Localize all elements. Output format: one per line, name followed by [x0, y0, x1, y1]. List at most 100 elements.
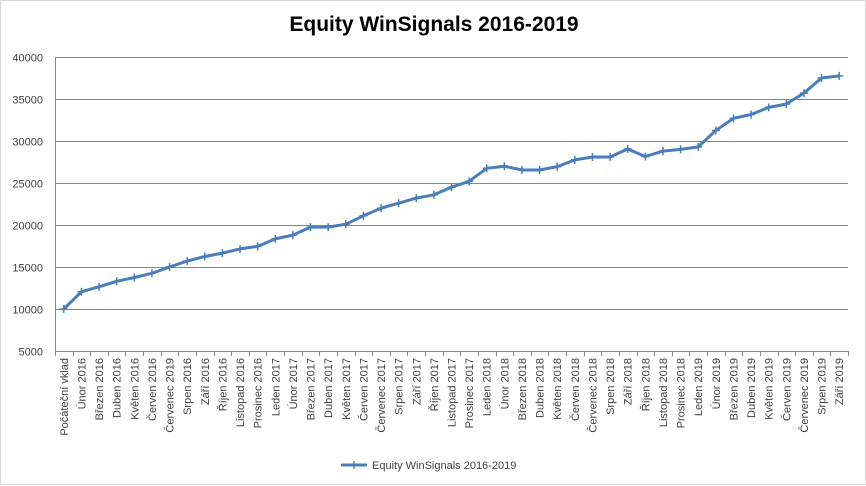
x-tick-label: Červen 2017	[357, 358, 370, 421]
y-tick-label: 5000	[19, 347, 43, 359]
data-point-marker	[200, 252, 209, 261]
data-point-marker	[500, 162, 509, 171]
data-point-marker	[236, 244, 245, 253]
data-point-marker	[95, 282, 104, 291]
x-tick-label: Červen 2018	[569, 358, 582, 421]
x-tick-label: Listopad 2016	[235, 358, 247, 427]
x-tick-label: Červenec 2018	[586, 358, 599, 433]
series-line	[62, 74, 840, 311]
data-point-marker	[694, 142, 703, 151]
x-tick-label: Srpen 2017	[394, 358, 406, 415]
data-point-marker	[623, 144, 632, 153]
x-tick-label: Květen 2017	[341, 358, 353, 420]
data-point-marker	[429, 190, 438, 199]
x-tick-label: Duben 2018	[535, 358, 547, 418]
x-tick-label: Září 2016	[200, 358, 212, 405]
data-point-marker	[412, 194, 421, 203]
data-point-marker	[817, 74, 826, 82]
x-tick-label: Září 2017	[411, 358, 423, 405]
data-point-marker	[782, 100, 791, 109]
data-point-marker	[77, 287, 86, 296]
x-tick-label: Červenec 2019	[164, 358, 177, 433]
x-tick-label: Prosinec 2018	[676, 358, 688, 428]
chart-title: Equity WinSignals 2016-2019	[289, 13, 579, 36]
x-tick-label: Prosinec 2017	[464, 358, 476, 428]
y-tick-label: 30000	[12, 137, 43, 149]
x-tick-label: Květen 2018	[552, 358, 564, 420]
x-tick-label: Říjen 2016	[216, 358, 229, 411]
x-tick-label: Únor 2019	[710, 358, 723, 409]
data-point-marker	[641, 152, 650, 161]
y-tick-label: 25000	[12, 179, 43, 191]
legend-marker	[350, 461, 358, 469]
data-point-marker	[394, 199, 403, 208]
data-point-marker	[288, 231, 297, 240]
x-tick-label: Únor 2017	[287, 358, 300, 409]
data-point-marker	[676, 145, 685, 154]
data-point-marker	[729, 114, 738, 123]
x-tick-label: Listopad 2018	[658, 358, 670, 427]
x-tick-label: Únor 2016	[75, 358, 88, 409]
legend-label: Equity WinSignals 2016-2019	[372, 460, 516, 472]
data-point-marker	[147, 269, 156, 278]
y-tick-label: 20000	[12, 221, 43, 233]
data-point-marker	[482, 164, 491, 173]
x-tick-label: Srpen 2018	[605, 358, 617, 415]
x-tick-label: Počáteční vklad	[59, 358, 71, 436]
data-point-marker	[711, 126, 720, 135]
x-tick-label: Srpen 2019	[817, 358, 829, 415]
x-tick-label: Červenec 2019	[798, 358, 811, 433]
x-tick-label: Březen 2017	[306, 358, 318, 420]
x-tick-label: Leden 2018	[482, 358, 494, 416]
data-point-marker	[606, 152, 615, 161]
data-point-marker	[658, 147, 667, 156]
data-point-marker	[799, 89, 808, 98]
data-point-marker	[447, 183, 456, 192]
x-tick-label: Březen 2019	[728, 358, 740, 420]
x-tick-label: Říjen 2018	[639, 358, 652, 411]
x-tick-label: Duben 2017	[323, 358, 335, 418]
y-tick-label: 35000	[12, 95, 43, 107]
data-point-marker	[553, 162, 562, 171]
data-point-marker	[112, 277, 121, 286]
x-tick-label: Březen 2016	[94, 358, 106, 420]
data-point-marker	[324, 223, 333, 232]
y-tick-label: 40000	[12, 53, 43, 65]
data-point-marker	[465, 177, 474, 186]
data-point-marker	[59, 305, 68, 313]
x-tick-label: Září 2019	[834, 358, 846, 405]
data-point-marker	[517, 165, 526, 174]
y-tick-label: 15000	[12, 263, 43, 275]
data-point-marker	[747, 110, 756, 119]
y-tick-label: 10000	[12, 305, 43, 317]
x-tick-label: Duben 2019	[746, 358, 758, 418]
data-point-marker	[377, 204, 386, 213]
data-point-marker	[588, 152, 597, 161]
x-tick-label: Červen 2019	[780, 358, 793, 421]
x-tick-label: Červen 2016	[146, 358, 159, 421]
data-point-marker	[130, 273, 139, 282]
x-tick-label: Prosinec 2016	[253, 358, 265, 428]
data-point-marker	[341, 220, 350, 229]
data-point-marker	[835, 71, 844, 80]
x-tick-label: Leden 2017	[270, 358, 282, 416]
x-tick-label: Červenec 2017	[375, 358, 388, 433]
data-point-marker	[570, 155, 579, 164]
x-tick-label: Únor 2018	[498, 358, 511, 409]
x-tick-label: Květen 2019	[764, 358, 776, 420]
x-tick-label: Září 2018	[623, 358, 635, 405]
data-point-marker	[183, 257, 192, 266]
data-point-marker	[764, 103, 773, 112]
x-tick-label: Březen 2018	[517, 358, 529, 420]
x-tick-label: Říjen 2017	[428, 358, 441, 411]
data-point-marker	[306, 223, 315, 232]
data-point-marker	[535, 165, 544, 174]
data-point-marker	[253, 242, 262, 251]
x-tick-label: Listopad 2017	[447, 358, 459, 427]
x-tick-label: Leden 2019	[693, 358, 705, 416]
data-point-marker	[218, 249, 227, 258]
data-point-marker	[359, 211, 368, 220]
data-point-marker	[165, 263, 174, 271]
